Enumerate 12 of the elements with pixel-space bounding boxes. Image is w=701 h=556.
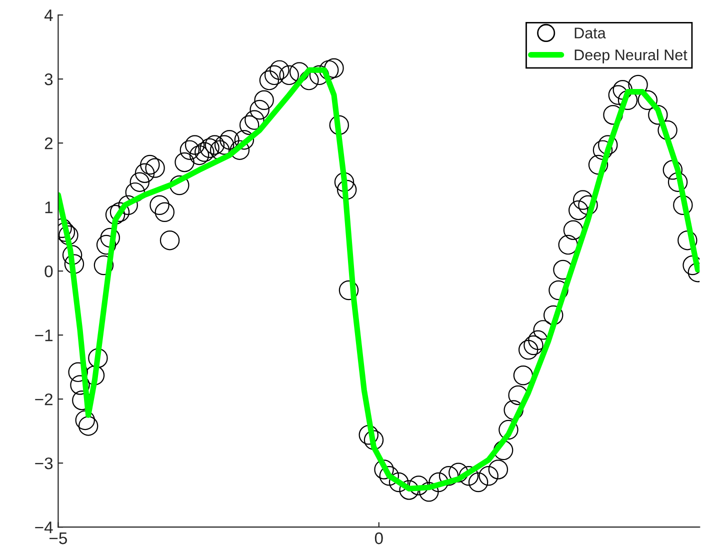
y-tick-label: 0 xyxy=(44,265,53,278)
y-tick-label: 2 xyxy=(44,137,52,150)
y-tick-label: 1 xyxy=(45,202,53,214)
y-tick-label: −4 xyxy=(35,522,53,534)
y-tick-label: −3 xyxy=(35,457,53,470)
y-tick-label: −2 xyxy=(35,393,52,406)
y-tick-label: 4 xyxy=(44,10,53,22)
y-tick-label: −1 xyxy=(35,330,53,342)
x-tick-label: −5 xyxy=(50,532,67,544)
legend-label: Deep Neural Net xyxy=(574,49,688,64)
y-tick-label: 3 xyxy=(44,73,53,86)
legend-label: Data xyxy=(574,28,606,38)
